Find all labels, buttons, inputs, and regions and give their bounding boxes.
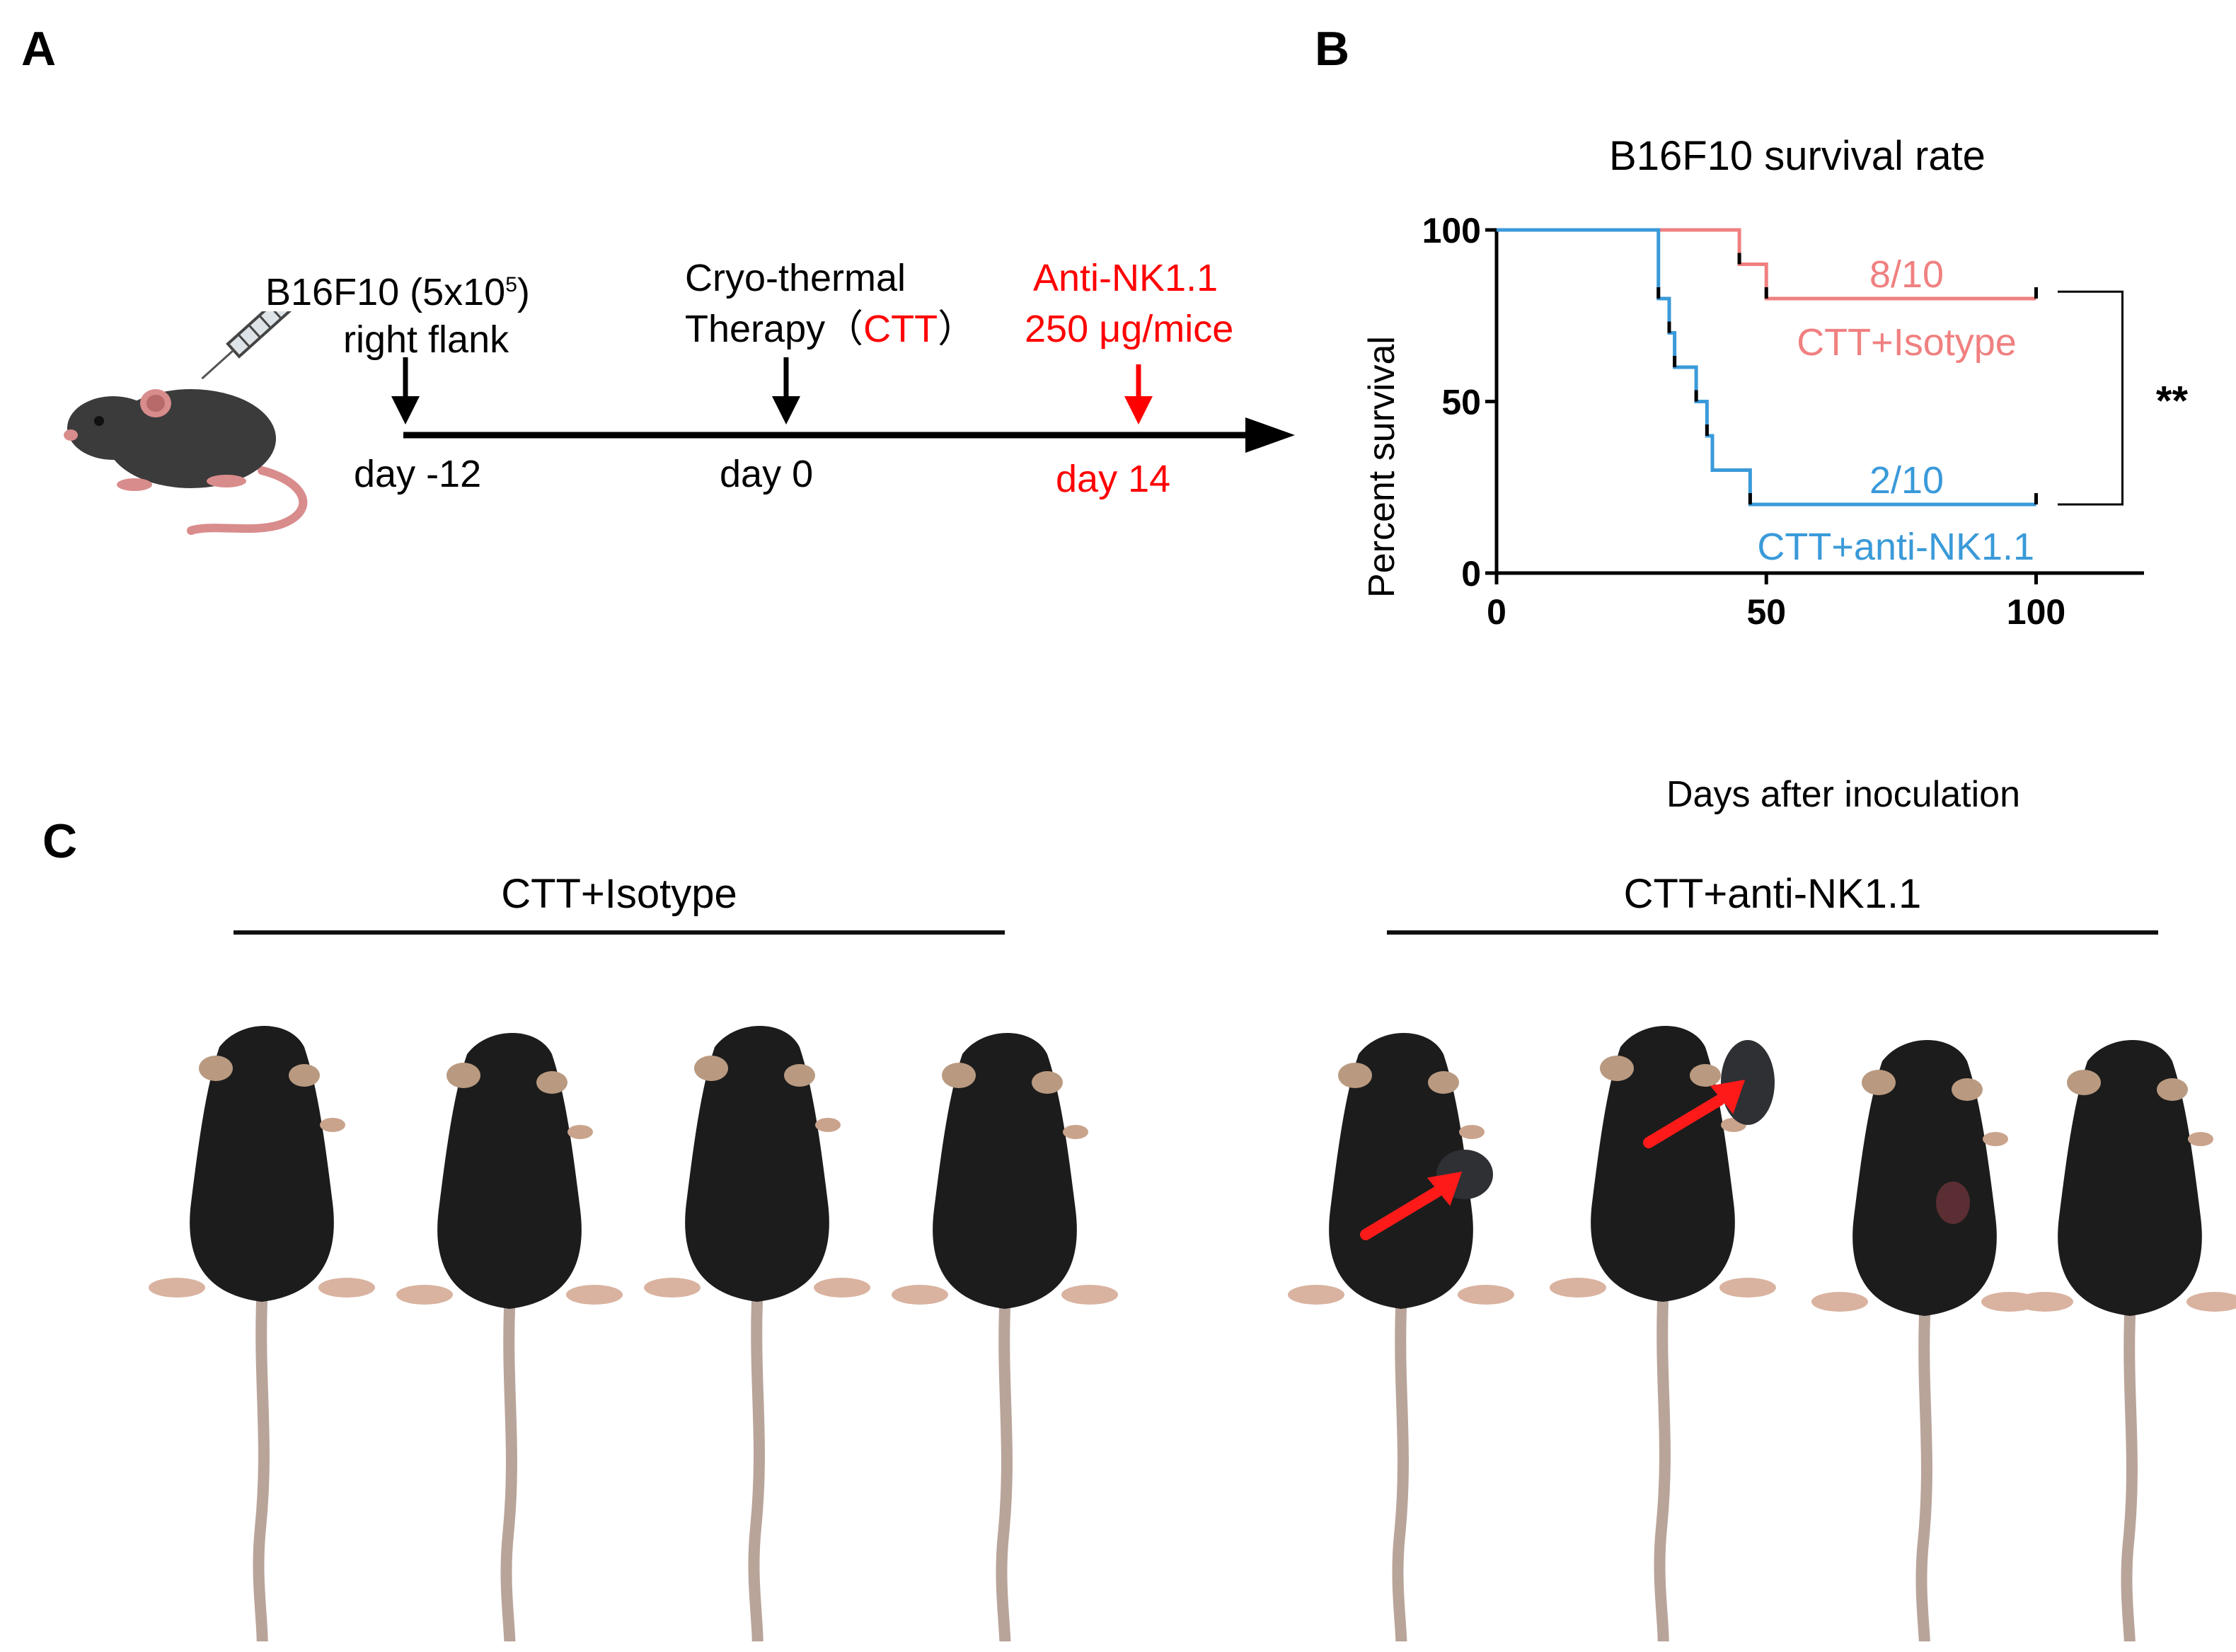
series-name-label: CTT+anti-NK1.1 [1757,526,2034,568]
antibody-arrow-icon [1124,364,1153,424]
mouse-isotype-2 [396,1033,623,1641]
mouse-isotype-3 [644,1026,870,1641]
x-tick-label: 100 [2007,592,2065,632]
mouse-photos [0,1019,2236,1641]
x-tick-label: 0 [1487,592,1506,632]
antibody-dose-label: 250 μg/mice [1025,308,1234,350]
timeline-panel: B16F10 (5x105) right flank day -12 Cryo-… [0,0,1316,538]
timeline-axis [403,417,1295,453]
x-axis-label: Days after inoculation [1666,774,2020,815]
panel-letter-a: A [21,22,57,76]
panel-letter-c: C [42,814,78,868]
mouse-anti-nk-4 [2017,1040,2236,1641]
mouse-isotype-1 [149,1026,375,1641]
y-axis-label: Percent survival [1361,336,1402,598]
significance-bracket [2058,290,2123,506]
mouse-isotype-4 [892,1033,1118,1641]
inoculation-arrow-icon [391,357,420,424]
inoculation-site-label: right flank [343,318,509,361]
group-label-isotype: CTT+Isotype [501,871,737,917]
x-tick-label: 50 [1746,592,1786,632]
plot-area: 0 50 100 0 50 100 8/10 CTT+Isotype 2/10 CTT+anti-… [1422,211,2189,632]
mouse-photo-panel: CTT+Isotype CTT+anti-NK1.1 [0,849,2236,1652]
antibody-label: Anti-NK1.1 [1033,257,1218,299]
group-label-anti-nk: CTT+anti-NK1.1 [1623,871,1922,917]
series-line-1 [1497,228,2036,507]
antibody-day-label: day 14 [1056,458,1171,500]
y-tick-label: 0 [1461,554,1481,594]
therapy-label: Cryo-thermal [685,257,906,299]
mouse-syringe-illustration [64,311,308,535]
therapy-arrow-icon [772,357,800,424]
significance-label: ** [2156,379,2189,424]
mouse-anti-nk-1 [1288,1033,1514,1641]
syringe-icon [201,311,305,380]
y-tick-label: 100 [1422,211,1481,250]
series-fraction-label: 2/10 [1869,459,1944,502]
chart-title: B16F10 survival rate [1609,133,1986,179]
series-name-label: CTT+Isotype [1797,321,2017,364]
therapy-day-label: day 0 [720,453,814,495]
mouse-anti-nk-3 [1811,1040,2038,1641]
survival-chart: B16F10 survival rate 0 50 100 0 50 100 8/10 CTT… [1361,133,2189,815]
group-line-anti-nk [1387,930,2158,935]
inoculation-label: B16F10 (5x105) [265,271,530,313]
tumor-mark [1936,1182,1970,1224]
group-line-isotype [234,930,1005,935]
inoculation-day-label: day -12 [354,453,482,495]
therapy-name-label: Therapy（CTT） [685,308,976,350]
y-tick-label: 50 [1441,383,1481,422]
series-line-0 [1497,228,2036,301]
series-fraction-label: 8/10 [1869,253,1944,296]
panel-letter-b: B [1315,22,1350,76]
